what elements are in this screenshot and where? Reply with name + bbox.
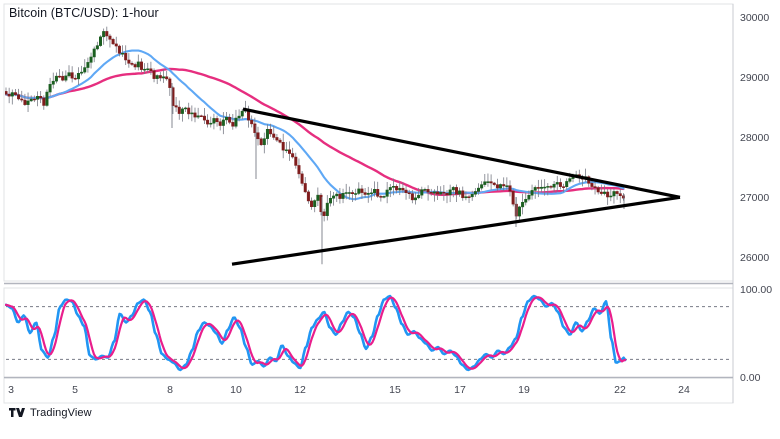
svg-text:27000: 27000 bbox=[740, 192, 769, 204]
time-axis-labels: 3 5 8 10 12 15 17 19 22 24 bbox=[8, 384, 690, 396]
svg-text:8: 8 bbox=[167, 384, 173, 396]
chart-frames bbox=[3, 3, 734, 404]
tradingview-logo-icon bbox=[9, 407, 25, 417]
chart-title: Bitcoin (BTC/USD): 1-hour bbox=[9, 6, 159, 20]
svg-text:15: 15 bbox=[389, 384, 401, 396]
brand-name: TradingView bbox=[30, 407, 92, 419]
price-axis-labels: 30000 29000 28000 27000 26000 bbox=[740, 12, 769, 264]
svg-text:17: 17 bbox=[454, 384, 466, 396]
price-pane-frame bbox=[3, 3, 734, 282]
candlestick-series bbox=[5, 26, 625, 265]
svg-text:24: 24 bbox=[678, 384, 690, 396]
svg-text:29000: 29000 bbox=[740, 72, 769, 84]
stochastic-pane-frame bbox=[3, 287, 734, 379]
stochastic-level-lines bbox=[6, 306, 731, 360]
svg-text:19: 19 bbox=[518, 384, 530, 396]
svg-text:22: 22 bbox=[614, 384, 626, 396]
lower-trendline bbox=[231, 195, 681, 266]
stochastic-d-line bbox=[5, 296, 627, 370]
svg-text:26000: 26000 bbox=[740, 252, 769, 264]
svg-text:0.00: 0.00 bbox=[740, 372, 761, 384]
svg-text:28000: 28000 bbox=[740, 132, 769, 144]
branding: TradingView bbox=[9, 407, 92, 419]
upper-trendline bbox=[242, 107, 681, 199]
moving-average-fast-line bbox=[5, 49, 625, 201]
svg-text:12: 12 bbox=[294, 384, 306, 396]
svg-text:30000: 30000 bbox=[740, 12, 769, 24]
symmetrical-triangle-pattern bbox=[231, 107, 681, 266]
svg-text:5: 5 bbox=[72, 384, 78, 396]
svg-text:100.00: 100.00 bbox=[740, 284, 772, 296]
stochastic-axis-labels: 100.00 0.00 bbox=[740, 284, 772, 384]
svg-text:10: 10 bbox=[230, 384, 242, 396]
svg-text:3: 3 bbox=[8, 384, 14, 396]
